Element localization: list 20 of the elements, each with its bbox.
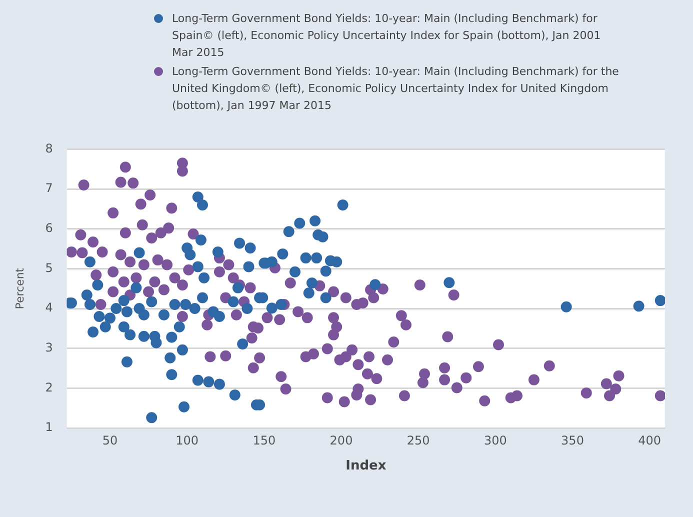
x-axis-title: Index — [346, 458, 387, 474]
x-tick-label: 200 — [330, 433, 353, 448]
x-tick-label: 300 — [484, 433, 507, 448]
y-axis-title: Percent — [13, 267, 26, 310]
y-tick-label: 2 — [45, 380, 53, 394]
y-tick-label: 7 — [45, 181, 53, 196]
x-tick-label: 100 — [176, 433, 199, 448]
y-tick-label: 5 — [45, 260, 53, 275]
y-tick-label: 3 — [45, 340, 53, 354]
x-tick-label: 150 — [252, 433, 276, 448]
y-tick-label: 8 — [45, 141, 53, 156]
x-tick-label: 50 — [102, 433, 118, 448]
legend-label: Long-Term Government Bond Yields: 10-year: Main (Including Benchmark) for Spain© (left), Economic Policy Uncertainty Index for Spain (bottom), Jan 2001 Mar 2015 — [172, 12, 601, 59]
legend-label: Long-Term Government Bond Yields: 10-year: Main (Including Benchmark) for the United Kingdom© (left), Economic Policy Uncertainty Index for United Kingdom (bottom), Jan 1997 Mar 2015 — [172, 65, 619, 112]
y-tick-label: 1 — [45, 420, 53, 434]
x-tick-label: 250 — [406, 433, 430, 448]
x-tick-label: 350 — [561, 433, 584, 448]
y-tick-label: 4 — [45, 300, 53, 315]
y-tick-label: 6 — [45, 220, 53, 235]
x-tick-label: 400 — [638, 433, 662, 448]
